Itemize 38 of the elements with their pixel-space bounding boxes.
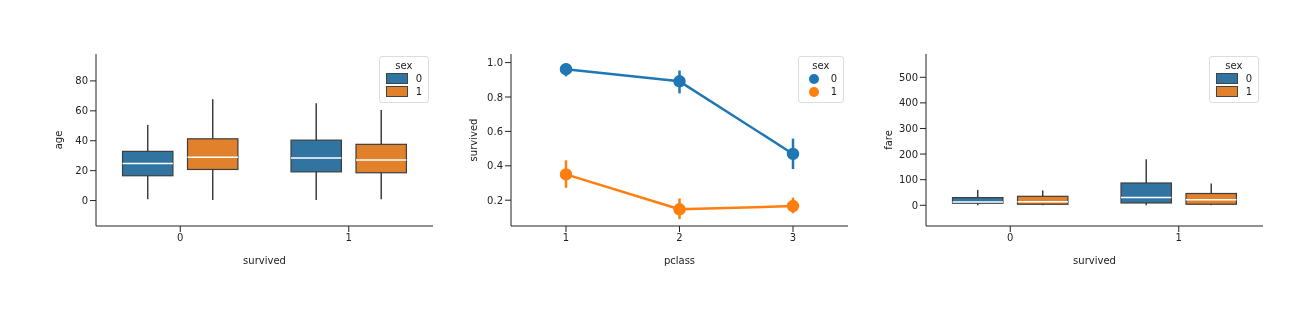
x-tick-label: 2 (676, 232, 683, 244)
y-tick-label: 1.0 (487, 57, 503, 69)
x-tick-label: 1 (1175, 232, 1182, 244)
y-tick-label: 100 (898, 174, 918, 186)
y-tick-label: 200 (898, 148, 918, 160)
y-axis-title: age (52, 130, 64, 150)
x-axis-title: pclass (663, 255, 696, 266)
y-tick-label: 20 (75, 165, 88, 177)
y-tick-label: 80 (75, 75, 88, 87)
legend-label: 0 (1245, 73, 1252, 84)
legend-label: 1 (1245, 86, 1252, 97)
y-tick-label: 0.6 (487, 125, 503, 137)
legend-title: sex (1224, 60, 1244, 71)
legend-title: sex (811, 60, 831, 71)
y-tick-label: 0.4 (487, 160, 503, 172)
x-tick-label: 1 (345, 232, 352, 244)
y-tick-label: 60 (75, 105, 88, 117)
y-tick-label: 0 (81, 195, 88, 207)
x-tick-label: 3 (789, 232, 797, 244)
y-axis-title: fare (882, 130, 894, 150)
x-tick-label: 0 (1007, 232, 1014, 244)
legend-title: sex (394, 60, 414, 71)
x-tick-label: 1 (562, 232, 570, 244)
x-axis-title: survived (243, 255, 286, 266)
y-tick-label: 500 (898, 71, 918, 83)
y-tick-label: 0 (911, 199, 918, 211)
legend-label: 0 (415, 73, 422, 84)
y-tick-label: 400 (898, 97, 918, 109)
x-tick-label: 0 (177, 232, 184, 244)
y-axis-title: survived (467, 118, 479, 162)
legend-label: 1 (415, 86, 422, 97)
y-tick-label: 40 (75, 135, 88, 147)
y-tick-label: 300 (898, 123, 918, 135)
y-tick-label: 0.8 (487, 91, 503, 103)
x-axis-title: survived (1073, 255, 1116, 266)
legend-label: 1 (830, 86, 837, 97)
y-tick-label: 0.2 (487, 194, 503, 206)
legend-label: 0 (830, 73, 837, 84)
